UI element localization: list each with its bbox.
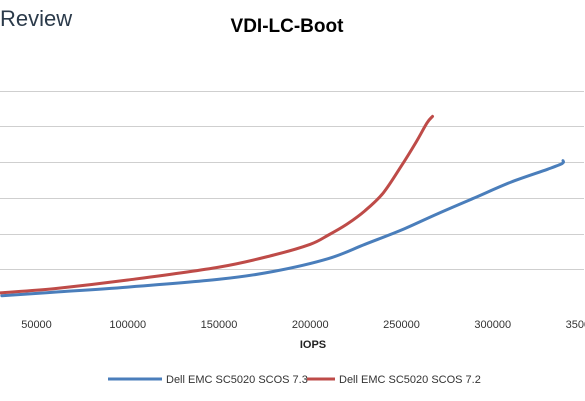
legend: Dell EMC SC5020 SCOS 7.3 Dell EMC SC5020 … (108, 374, 481, 386)
series-line-0 (0, 159, 566, 298)
gridlines (0, 91, 584, 270)
brand-text: Review (0, 6, 72, 31)
x-tick-label: 200000 (292, 319, 329, 331)
x-axis-ticks: 50000 100000 150000 200000 250000 300000 35000… (21, 319, 585, 331)
x-tick-label: 350000 (566, 319, 585, 331)
chart-title: VDI-LC-Boot (231, 16, 345, 37)
legend-label-1: Dell EMC SC5020 SCOS 7.2 (339, 374, 481, 386)
x-axis-label: IOPS (300, 339, 326, 351)
series-lines (0, 114, 566, 298)
x-tick-label: 50000 (21, 319, 52, 331)
series-line-1 (0, 114, 434, 295)
x-tick-label: 300000 (474, 319, 511, 331)
x-tick-label: 100000 (109, 319, 146, 331)
legend-label-0: Dell EMC SC5020 SCOS 7.3 (166, 374, 308, 386)
x-tick-label: 150000 (201, 319, 238, 331)
x-tick-label: 250000 (383, 319, 420, 331)
